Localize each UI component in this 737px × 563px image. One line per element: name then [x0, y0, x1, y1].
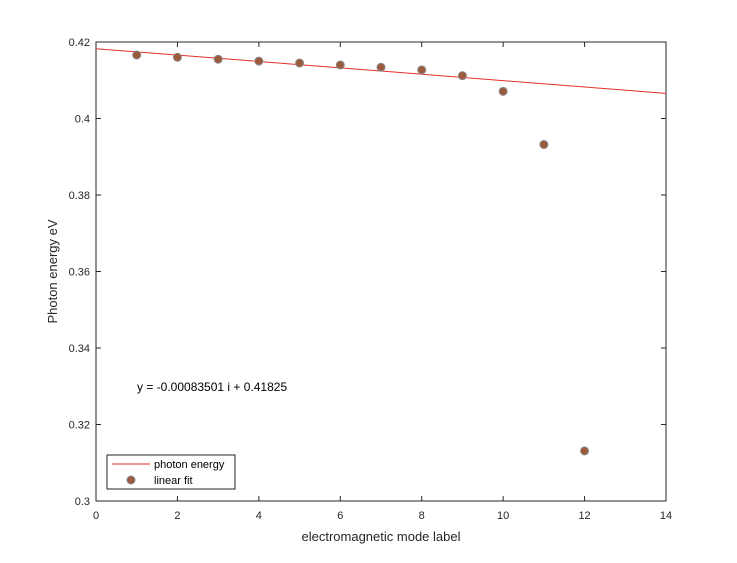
- data-point: [498, 86, 508, 96]
- x-axis-label: electromagnetic mode label: [302, 529, 461, 544]
- data-point: [213, 54, 223, 64]
- x-tick-label: 8: [419, 510, 425, 522]
- y-tick-label: 0.36: [69, 267, 90, 279]
- data-point: [580, 446, 590, 456]
- data-point: [457, 71, 467, 81]
- x-tick-label: 4: [256, 510, 262, 522]
- fit-equation-annotation: y = -0.00083501 i + 0.41825: [137, 380, 287, 394]
- y-tick-label: 0.38: [69, 190, 90, 202]
- x-tick-label: 6: [337, 510, 343, 522]
- data-point: [376, 62, 386, 72]
- legend: photon energy linear fit: [106, 454, 236, 490]
- x-tick-label: 0: [93, 510, 99, 522]
- legend-marker-swatch: [126, 475, 136, 485]
- x-tick-label: 2: [174, 510, 180, 522]
- x-tick-label: 14: [660, 510, 672, 522]
- data-point: [417, 65, 427, 75]
- axes-box: [95, 41, 667, 502]
- data-point: [172, 52, 182, 62]
- x-tick-label: 10: [497, 510, 509, 522]
- y-tick-label: 0.32: [69, 420, 90, 432]
- x-tick-label: 12: [578, 510, 590, 522]
- legend-entry-photon-energy: photon energy: [154, 459, 225, 471]
- y-tick-label: 0.42: [69, 37, 90, 49]
- data-point: [254, 56, 264, 66]
- data-point: [132, 50, 142, 60]
- y-axis: 0.3 0.32 0.34 0.36 0.38 0.4 0.42: [69, 37, 666, 508]
- y-tick-label: 0.3: [75, 496, 90, 508]
- data-point: [295, 58, 305, 68]
- y-axis-label: Photon energy eV: [45, 219, 60, 323]
- y-tick-label: 0.4: [75, 114, 90, 126]
- data-point: [335, 60, 345, 70]
- data-point: [539, 140, 549, 150]
- x-axis: 0 2 4 6 8 10 12 14: [93, 42, 672, 522]
- legend-entry-linear-fit: linear fit: [154, 475, 193, 487]
- plot-area: 0 2 4 6 8 10 12 14 0.3 0.32 0.34 0.36 0.38 0.4 0.42: [69, 37, 673, 522]
- series-layer: [95, 48, 667, 456]
- y-tick-label: 0.34: [69, 343, 90, 355]
